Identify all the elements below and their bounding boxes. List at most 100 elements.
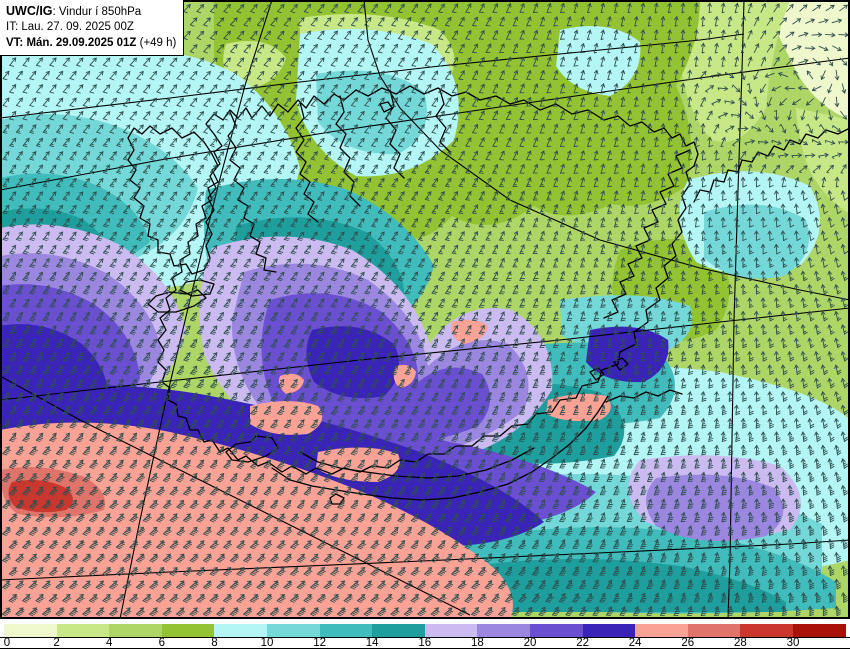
wind-barb [720,2,726,14]
wind-barb [397,3,405,14]
wind-barb [485,43,492,54]
colorbar-swatch-4-6 [109,624,162,637]
wind-barb [546,56,552,67]
wind-barb [613,56,619,67]
wind-barb [424,3,432,14]
legend-line-init: IT: Lau. 27. 09. 2025 00Z [6,21,134,34]
wind-barb [760,2,766,13]
wind-barb [15,70,23,81]
wind-barb [209,30,218,41]
wind-barb [740,16,746,27]
wind-barb [82,70,91,81]
colorbar-swatch-26-28 [687,624,741,637]
band-28-30 [8,480,74,513]
colorbar-swatch-10-12 [266,624,320,637]
wind-barb [330,57,338,67]
wind-barb [667,29,672,40]
band-24-26-ice3 [393,364,416,388]
wind-barb [825,4,835,12]
wind-barb [721,29,726,40]
wind-barb [647,15,652,27]
wind-barb [270,17,278,27]
wind-barb [687,42,692,54]
wind-barb [303,3,312,14]
wind-barb [317,30,325,40]
wind-barb [799,4,808,12]
greenland-east-coast [693,127,850,203]
wind-barb [694,29,699,40]
wind-barb [573,29,579,40]
wind-barb [445,16,452,27]
wind-barb [290,30,298,40]
map-panel[interactable]: UWC/IG: Vindur í 850hPa IT: Lau. 27. 09.… [0,0,850,619]
wind-barb [560,29,565,40]
wind-barb [465,56,472,67]
north-fjords-3 [335,95,361,207]
wind-barb [753,43,760,53]
wind-barb [600,2,605,14]
wind-barb [680,56,686,67]
wind-barb [451,30,458,40]
wind-barb [653,56,659,67]
wind-barb [411,57,419,67]
colorbar-swatch-14-16 [372,624,425,637]
wind-barb [350,43,358,54]
wind-barb [424,57,432,67]
wind-barb [627,56,632,67]
wind-barb [223,30,231,41]
wind-barb [566,16,572,27]
colorbar-strip [0,624,850,637]
colorbar-swatch-28-30 [740,624,793,637]
wind-barb [310,43,318,54]
wind-barb [297,43,305,54]
wind-barb [804,45,816,51]
wind-barb [458,16,465,27]
wind-barb [760,56,766,67]
wind-barb [593,15,599,27]
wind-barb [533,29,539,40]
wind-barb [156,57,164,67]
wind-barb [102,57,111,67]
wind-barb [344,3,352,14]
weather-map-canvas[interactable] [0,0,850,619]
wind-barb [798,32,809,37]
wind-barb [587,2,592,14]
wind-barb [667,56,672,67]
wind-barb [465,29,472,40]
wind-barb [303,57,312,67]
wind-barb [607,42,612,54]
wind-barb [236,30,245,41]
wind-barb [411,3,419,14]
wind-barb [587,29,592,40]
wind-barb [714,42,719,54]
wind-barb [478,29,485,40]
wind-barb [256,44,265,54]
wind-barb [384,3,392,14]
wind-barb [445,43,452,54]
wind-barb [633,42,639,54]
wind-barb [49,57,57,67]
wind-barb [526,42,532,54]
wind-barb [519,2,525,13]
south-inland [299,447,535,479]
lead-time: (+49 h) [136,36,177,49]
wind-barb [700,15,706,27]
wind-barb [344,30,352,40]
wind-barb [766,43,773,53]
band-24-26-ice2 [451,319,488,344]
wind-barb [680,2,686,14]
wind-barb [560,56,565,67]
wind-barb [485,16,492,27]
wind-barb [707,2,712,14]
wind-barb [2,70,10,81]
wind-barb [223,4,231,14]
wind-barb [653,2,659,14]
wind-barb [397,30,405,40]
wind-barb [89,57,97,67]
wind-barb [196,57,205,67]
wind-barb [811,32,823,38]
wind-barb [451,56,458,67]
wind-barb [832,45,842,52]
wind-barb [539,16,545,27]
